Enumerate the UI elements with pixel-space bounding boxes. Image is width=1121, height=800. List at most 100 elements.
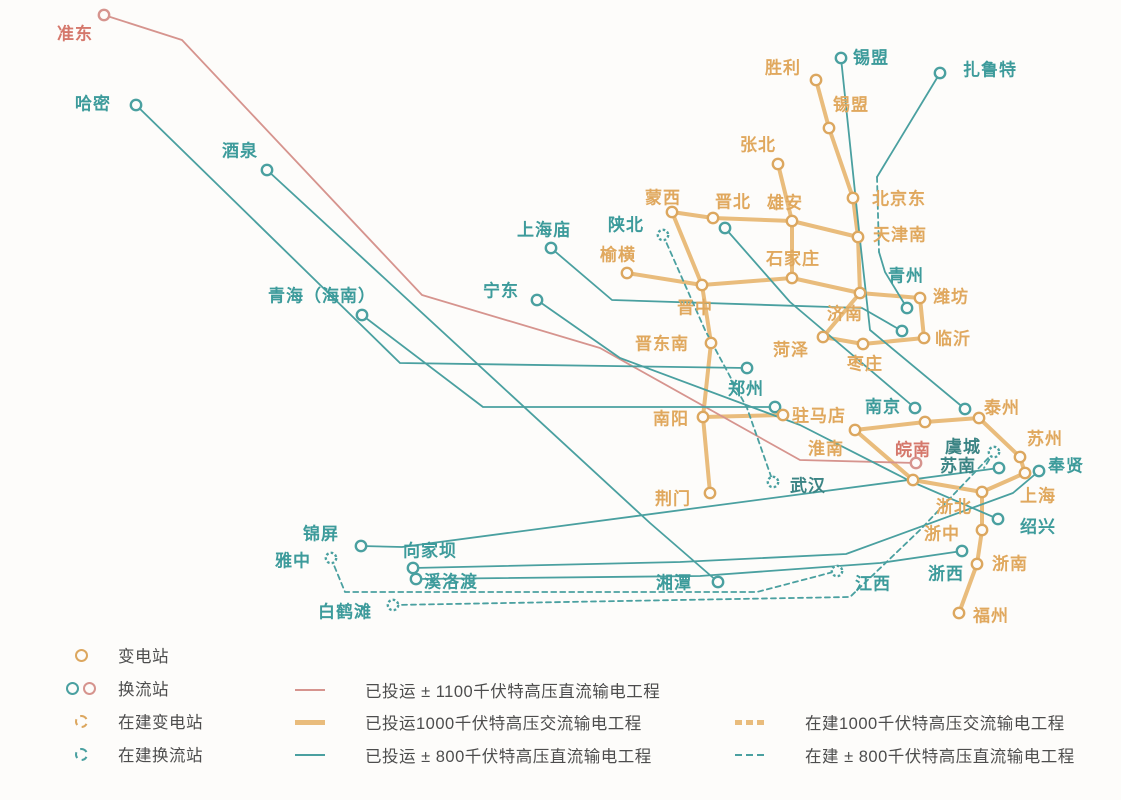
line-jinan-weifang [858,291,922,300]
station-shanghaimiao [544,241,558,255]
station-wuhan-under-construction [766,475,780,489]
station-zhumadian-sub [776,408,790,422]
legend-label-converter-station: 换流站 [118,681,169,699]
station-jinping [354,539,368,553]
line-shengli-ximeng-beijingdong-tianjinnan-jinan [814,78,862,295]
station-jinzhong [695,278,709,292]
line-zhalute-upper [876,72,941,178]
station-linyi-sub [917,331,931,345]
legend-dashed-line-icon [735,719,765,725]
station-shijiazhuang [785,271,799,285]
station-xiluodu [409,572,423,586]
line-mengxi-jinbei-xiongan-tianjinnan [670,210,860,239]
station-zhebei [975,485,989,499]
line-jinbei-nanjing [724,227,916,409]
station-mengxi [665,205,679,219]
legend-item-ac1000-op: 已投运1000千伏特高压交流输电工程 [295,711,642,733]
legend-symbol-dc800-op [295,753,327,757]
station-jinbei-sub [706,211,720,225]
legend-item-dc800-op: 已投运 ± 800千伏特高压直流输电工程 [295,744,652,766]
legend-symbol-converter-station [58,681,104,695]
line-baihetan-yucheng [392,451,995,606]
station-yuheng [620,266,634,280]
legend-label-dc800-uc: 在建 ± 800千伏特高压直流输电工程 [805,748,1075,766]
station-nanjing-sub [918,415,932,429]
legend-label-converter-station-uc: 在建换流站 [118,747,203,765]
legend-circle-icon [74,648,88,662]
station-yucheng-under-construction [987,445,1001,459]
legend-circle-icon [74,747,88,761]
line-jinping-sunan [360,467,1000,548]
legend-label-ac1000-uc: 在建1000千伏特高压交流输电工程 [805,715,1065,733]
line-ningdong-shaoxing [536,299,999,520]
line-heze-jinan [821,291,862,339]
station-taizhou-conv [958,402,972,416]
station-taizhou-sub [972,411,986,425]
station-jiangxi-under-construction [830,564,844,578]
station-jiuquan [260,163,274,177]
station-zaozhuang [856,337,870,351]
station-hami [129,98,143,112]
line-ximeng-taizhou [840,57,966,410]
line-huadong-ring [853,416,1027,494]
line-zhebei-zhezhong-zhenan-fuzhou [957,490,984,615]
legend-circle-icon [66,681,79,695]
station-heze [816,330,830,344]
station-baihetan-under-construction [386,598,400,612]
station-zhengzhou [740,361,754,375]
station-shengli [809,73,823,87]
line-jinzhong-shijiazhuang [700,276,794,287]
legend-line-icon [295,753,325,757]
station-yazhong-under-construction [324,551,338,565]
legend-item-ac1000-uc: 在建1000千伏特高压交流输电工程 [735,711,1065,733]
legend-label-substation: 变电站 [118,648,169,666]
legend-item-dc1100-op: 已投运 ± 1100千伏特高压直流输电工程 [295,679,660,701]
station-ningdong [530,293,544,307]
station-wannan-sub [906,473,920,487]
legend-item-dc800-uc: 在建 ± 800千伏特高压直流输电工程 [735,744,1075,766]
station-zhezhong [975,523,989,537]
legend-label-ac1000-op: 已投运1000千伏特高压交流输电工程 [365,715,642,733]
station-tianjinnan [851,230,865,244]
line-yuheng-jinzhong [625,271,704,287]
line-shaanbei-wuhan [662,234,774,483]
legend-symbol-converter-station-uc [58,747,104,761]
station-sunan [992,461,1006,475]
line-qinghai-zhumadian [361,314,776,408]
station-fuzhou [952,606,966,620]
legend-symbol-dc800-uc [735,753,767,757]
station-xiangjiaba [406,561,420,575]
line-zhundong-wannan [103,14,917,464]
legend-symbol-substation-uc [58,714,104,728]
legend-item-substation-uc: 在建变电站 [58,710,203,732]
line-shijiazhuang-jinan [790,276,862,295]
legend-symbol-ac1000-uc [735,719,767,725]
station-shaanbei-under-construction [656,228,670,242]
station-xiangtan [711,575,725,589]
line-yazhong-jiangxi [330,557,838,593]
station-qinghai-hainan [355,308,369,322]
station-nanyang [696,410,710,424]
legend-label-substation-uc: 在建变电站 [118,714,203,732]
line-zhangbei-xiongan [776,162,794,223]
station-zhalute [933,66,947,80]
line-jiuquan-xiangtan [266,169,719,583]
station-suzhou [1013,450,1027,464]
station-ximeng-sub [822,121,836,135]
legend-item-converter-station-uc: 在建换流站 [58,743,203,765]
line-xiangjiaba-fengxian [412,470,1040,569]
station-jinan [853,286,867,300]
line-shanghaimiao-linyi [550,247,903,332]
station-zhumadian-conv [768,400,782,414]
legend-label-dc800-op: 已投运 ± 800千伏特高压直流输电工程 [365,748,652,766]
station-qingzhou [900,301,914,315]
station-wannan-conv [909,456,923,470]
line-zhalute-mid-dashed [876,176,880,253]
legend-symbol-ac1000-op [295,719,327,725]
legend-dashed-line-icon [735,753,765,757]
legend-label-dc1100-op: 已投运 ± 1100千伏特高压直流输电工程 [365,683,661,701]
station-jingmen [703,486,717,500]
legend-line-icon [295,719,325,725]
station-huainan [848,423,862,437]
